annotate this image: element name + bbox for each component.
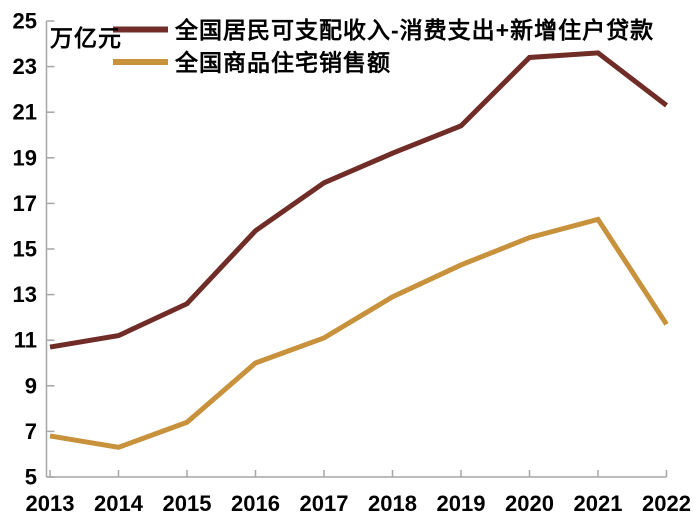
legend-item: 全国居民可支配收入-消费支出+新增住户贷款 [113,17,654,43]
x-axis-tick-label: 2013 [26,491,75,516]
x-axis-tick-label: 2014 [94,491,144,516]
legend-label-1: 全国居民可支配收入-消费支出+新增住户贷款 [174,17,654,43]
y-axis-tick-label: 7 [25,419,37,444]
y-axis-unit-label: 万亿元 [50,25,122,51]
series-line-2 [49,216,669,450]
legend-label-2: 全国商品住宅销售额 [174,50,391,76]
y-axis-tick-label: 13 [13,282,37,307]
x-axis-tick-label: 2016 [231,491,280,516]
x-axis-tick-label: 2019 [437,491,486,516]
y-axis-tick-label: 9 [25,373,37,398]
series-lines-group [49,50,669,450]
y-axis-tick-label: 5 [25,465,37,490]
y-axis-tick-label: 11 [14,328,37,353]
x-axis-tick-label: 2017 [300,491,349,516]
series-line-1 [49,50,669,350]
y-axis-tick-label: 25 [13,9,37,34]
y-axis-tick-label: 23 [13,54,37,79]
y-axis-tick-label: 21 [13,100,37,125]
x-axis-tick-label: 2018 [368,491,417,516]
legend-item: 全国商品住宅销售额 [113,50,391,76]
x-axis-tick-label: 2015 [163,491,212,516]
x-axis-tick-label: 2020 [505,491,554,516]
x-axis-tick-label: 2022 [642,491,691,516]
y-axis-tick-label: 17 [13,191,37,216]
x-axis-tick-label: 2021 [574,491,623,516]
y-axis-tick-label: 19 [13,145,37,170]
y-axis-tick-label: 15 [13,237,37,262]
